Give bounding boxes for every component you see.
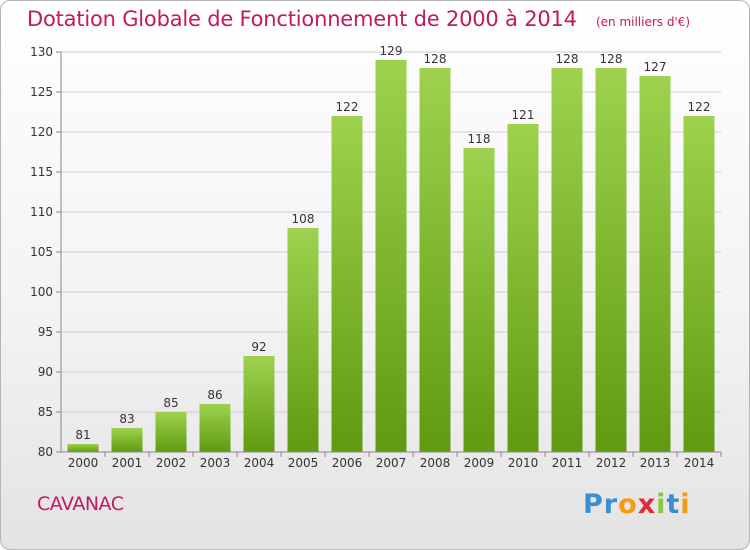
- logo-letter: x: [637, 489, 657, 520]
- data-label-2013: 127: [644, 60, 667, 74]
- y-tick-label: 105: [30, 245, 53, 259]
- data-label-2000: 81: [75, 428, 90, 442]
- bar-2012: [595, 68, 627, 452]
- chart-title: Dotation Globale de Fonctionnement de 20…: [27, 7, 577, 31]
- x-axis: 2000 2001 2002 2003 2004 2005 2006 2007 2008 2009…: [61, 451, 722, 470]
- chart-subtitle: (en milliers d'€): [595, 15, 691, 29]
- y-axis: 80 85 90 95 100 105 110 115 120 125 130: [30, 45, 62, 459]
- data-label-2002: 85: [163, 396, 178, 410]
- data-label-2011: 128: [556, 52, 579, 66]
- bar-2001: [111, 428, 143, 452]
- x-tick-label: 2010: [508, 456, 539, 470]
- x-tick-label: 2002: [156, 456, 187, 470]
- y-tick-label: 85: [38, 405, 53, 419]
- data-label-2003: 86: [207, 388, 222, 402]
- bar-2000: [67, 444, 99, 452]
- x-tick-label: 2012: [596, 456, 627, 470]
- data-labels: 81 83 85 86 92 108 122 129 128 118 121 128 128 127 122: [75, 44, 710, 442]
- x-tick-label: 2003: [200, 456, 231, 470]
- x-tick-label: 2006: [332, 456, 363, 470]
- logo-letter: i: [656, 489, 667, 520]
- proxiti-logo[interactable]: Proxiti: [583, 489, 691, 520]
- data-label-2010: 121: [512, 108, 535, 122]
- bars: [67, 60, 715, 452]
- bar-2002: [155, 412, 187, 452]
- logo-letter: i: [680, 489, 691, 520]
- bar-2009: [463, 148, 495, 452]
- x-tick-label: 2000: [68, 456, 99, 470]
- x-tick-label: 2011: [552, 456, 583, 470]
- x-tick-label: 2008: [420, 456, 451, 470]
- x-tick-label: 2013: [640, 456, 671, 470]
- x-tick-label: 2005: [288, 456, 319, 470]
- bar-2003: [199, 404, 231, 452]
- bar-2013: [639, 76, 671, 452]
- data-label-2014: 122: [688, 100, 711, 114]
- bar-2004: [243, 356, 275, 452]
- data-label-2004: 92: [251, 340, 266, 354]
- bar-2008: [419, 68, 451, 452]
- bar-2011: [551, 68, 583, 452]
- logo-letter: o: [618, 489, 638, 520]
- title-row: Dotation Globale de Fonctionnement de 20…: [27, 7, 690, 31]
- y-tick-label: 110: [30, 205, 53, 219]
- data-label-2009: 118: [468, 132, 491, 146]
- y-tick-label: 130: [30, 45, 53, 59]
- data-label-2008: 128: [424, 52, 447, 66]
- bar-2005: [287, 228, 319, 452]
- y-tick-label: 100: [30, 285, 53, 299]
- bar-2014: [683, 116, 715, 452]
- y-tick-label: 120: [30, 125, 53, 139]
- logo-letter: r: [603, 489, 619, 520]
- x-tick-label: 2004: [244, 456, 275, 470]
- x-tick-label: 2007: [376, 456, 407, 470]
- x-tick-label: 2014: [684, 456, 715, 470]
- x-tick-label: 2001: [112, 456, 143, 470]
- commune-name: CAVANAC: [37, 493, 124, 515]
- logo-letter: t: [666, 489, 681, 520]
- data-label-2001: 83: [119, 412, 134, 426]
- y-tick-label: 125: [30, 85, 53, 99]
- y-tick-label: 80: [38, 445, 53, 459]
- y-tick-label: 95: [38, 325, 53, 339]
- data-label-2006: 122: [336, 100, 359, 114]
- data-label-2012: 128: [600, 52, 623, 66]
- y-tick-label: 115: [30, 165, 53, 179]
- data-label-2005: 108: [292, 212, 315, 226]
- bar-2007: [375, 60, 407, 452]
- logo-letter: P: [583, 489, 604, 520]
- y-tick-label: 90: [38, 365, 53, 379]
- bar-2010: [507, 124, 539, 452]
- x-tick-label: 2009: [464, 456, 495, 470]
- bar-2006: [331, 116, 363, 452]
- data-label-2007: 129: [380, 44, 403, 58]
